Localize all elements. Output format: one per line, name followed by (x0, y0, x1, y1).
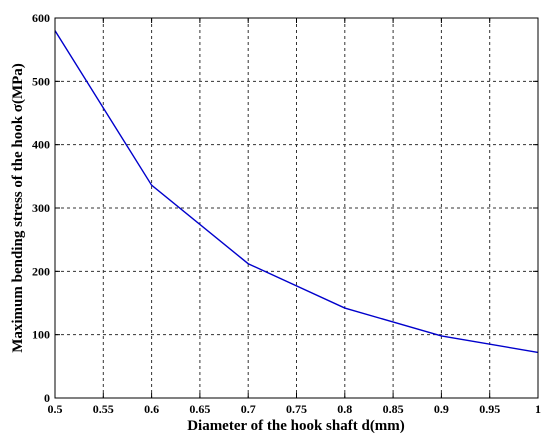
x-tick-label: 0.7 (241, 402, 256, 416)
x-tick-label: 0.9 (434, 402, 449, 416)
y-tick-label: 200 (32, 264, 50, 278)
x-tick-label: 0.65 (189, 402, 210, 416)
grid-lines (55, 18, 538, 398)
y-tick-label: 500 (32, 74, 50, 88)
x-tick-label: 0.8 (337, 402, 352, 416)
axis-ticks: 0.5 0.55 0.6 0.65 0.7 0.75 0.8 0.85 0.9 0.95 1 0 100… (32, 11, 541, 416)
y-tick-label: 100 (32, 328, 50, 342)
x-tick-label: 0.85 (383, 402, 404, 416)
x-tick-label: 0.95 (479, 402, 500, 416)
y-tick-label: 400 (32, 138, 50, 152)
x-tick-label: 0.55 (93, 402, 114, 416)
series-line (54, 30, 539, 354)
y-axis-label: Maximum bending stress of the hook σ(MPa… (10, 63, 26, 353)
x-tick-label: 1 (535, 402, 541, 416)
x-axis-label: Diameter of the hook shaft d(mm) (187, 418, 405, 434)
y-tick-label: 0 (44, 391, 50, 405)
x-tick-label: 0.75 (286, 402, 307, 416)
x-tick-label: 0.6 (144, 402, 159, 416)
data-series (54, 30, 539, 354)
x-tick-label: 0.5 (48, 402, 63, 416)
y-tick-label: 300 (32, 201, 50, 215)
y-tick-label: 600 (32, 11, 50, 25)
